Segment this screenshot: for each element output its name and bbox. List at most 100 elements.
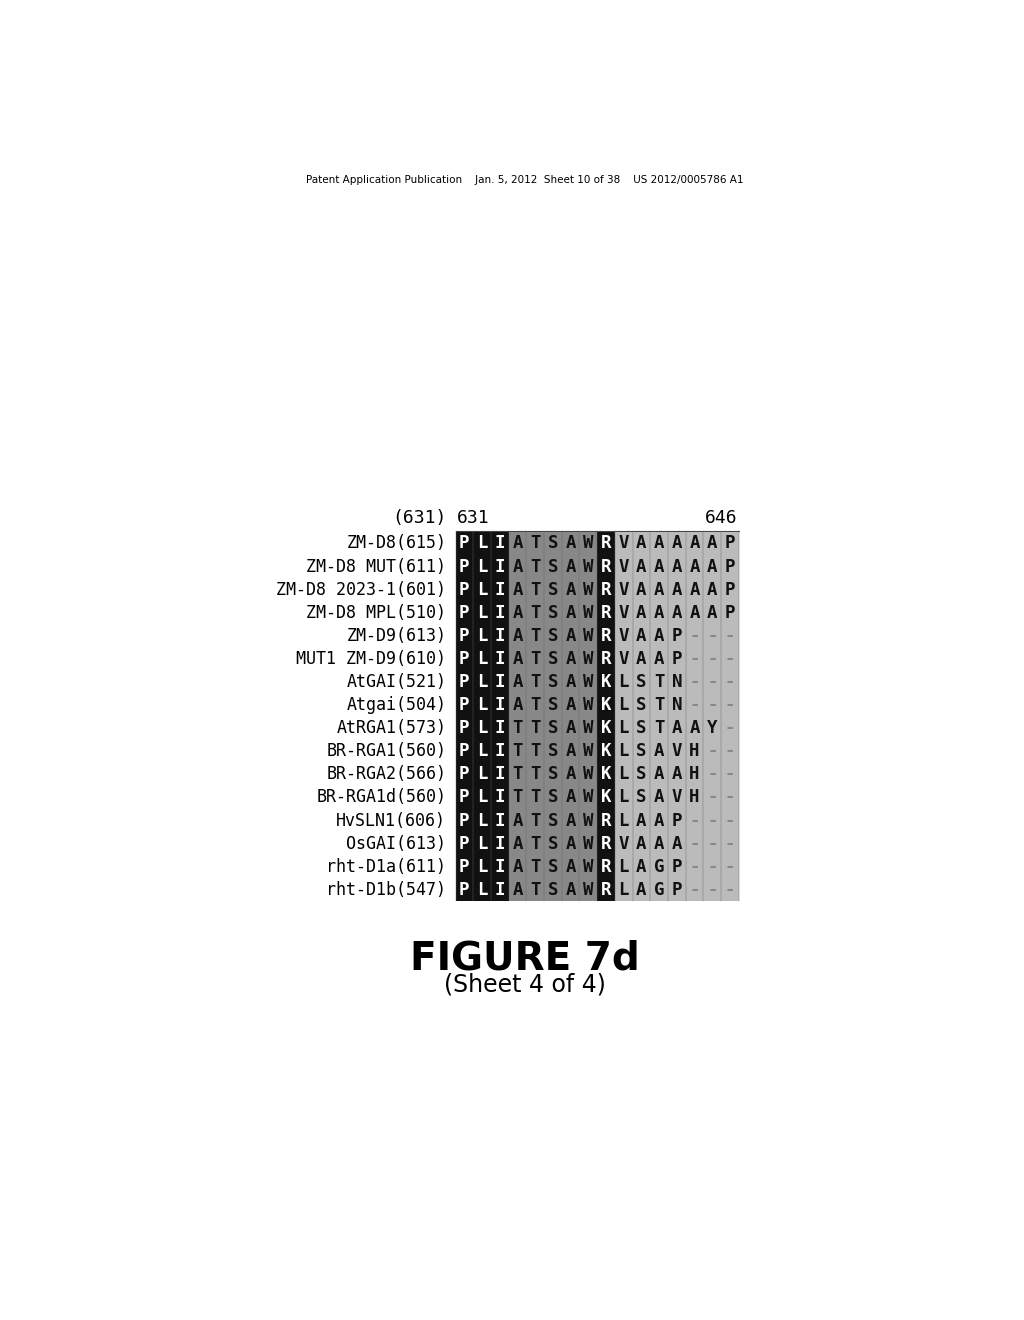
Bar [633, 578, 650, 601]
Bar [456, 554, 473, 578]
Text: A: A [512, 858, 522, 875]
Text: A: A [707, 557, 718, 576]
Bar [580, 554, 597, 578]
Text: L: L [618, 788, 629, 807]
Bar [668, 671, 686, 693]
Text: -: - [707, 858, 718, 875]
Text: A: A [672, 581, 682, 598]
Text: MUT1 ZM-D9(610): MUT1 ZM-D9(610) [296, 649, 446, 668]
Bar [721, 671, 739, 693]
Text: S: S [548, 834, 558, 853]
Text: A: A [565, 766, 575, 783]
Bar [650, 601, 668, 624]
Text: L: L [477, 834, 487, 853]
Text: G: G [654, 858, 665, 875]
Text: Y: Y [707, 719, 718, 737]
Text: P: P [672, 627, 682, 644]
Bar [668, 785, 686, 809]
Text: A: A [654, 742, 665, 760]
Bar [544, 671, 562, 693]
Text: W: W [583, 834, 594, 853]
Bar [544, 832, 562, 855]
Text: P: P [459, 649, 470, 668]
Text: P: P [459, 581, 470, 598]
Bar [562, 578, 580, 601]
Text: S: S [548, 649, 558, 668]
Text: A: A [689, 535, 699, 552]
Text: P: P [459, 880, 470, 899]
Text: A: A [565, 535, 575, 552]
Text: S: S [548, 673, 558, 690]
Bar [703, 878, 721, 902]
Text: T: T [512, 766, 522, 783]
Bar [456, 624, 473, 647]
Text: I: I [495, 649, 505, 668]
Bar [721, 739, 739, 763]
Bar [703, 554, 721, 578]
Text: BR-RGA1d(560): BR-RGA1d(560) [316, 788, 446, 807]
Bar [650, 671, 668, 693]
Bar [721, 717, 739, 739]
Text: -: - [689, 858, 699, 875]
Bar [614, 532, 633, 554]
Bar [721, 554, 739, 578]
Bar [509, 578, 526, 601]
Bar [686, 832, 703, 855]
Text: 631: 631 [457, 510, 489, 527]
Bar [562, 832, 580, 855]
Text: A: A [636, 834, 647, 853]
Bar [614, 763, 633, 785]
Bar [580, 578, 597, 601]
Text: L: L [477, 673, 487, 690]
Text: A: A [565, 557, 575, 576]
Bar [703, 693, 721, 717]
Bar [473, 671, 490, 693]
Text: W: W [583, 788, 594, 807]
Bar [721, 601, 739, 624]
Text: L: L [618, 696, 629, 714]
Bar [580, 832, 597, 855]
Text: T: T [530, 673, 541, 690]
Bar [473, 832, 490, 855]
Text: P: P [459, 766, 470, 783]
Bar [703, 809, 721, 832]
Bar [633, 832, 650, 855]
Bar [544, 763, 562, 785]
Text: T: T [530, 535, 541, 552]
Bar [473, 647, 490, 671]
Text: W: W [583, 812, 594, 829]
Text: V: V [618, 649, 629, 668]
Bar [633, 878, 650, 902]
Bar [562, 878, 580, 902]
Bar [473, 855, 490, 878]
Bar [562, 693, 580, 717]
Bar [614, 878, 633, 902]
Bar [473, 878, 490, 902]
Bar [686, 693, 703, 717]
Bar [597, 578, 614, 601]
Bar [544, 578, 562, 601]
Text: A: A [565, 696, 575, 714]
Text: P: P [459, 535, 470, 552]
Bar [668, 693, 686, 717]
Bar [544, 855, 562, 878]
Text: P: P [459, 858, 470, 875]
Bar [456, 832, 473, 855]
Text: A: A [565, 880, 575, 899]
Text: 646: 646 [705, 510, 737, 527]
Bar [668, 878, 686, 902]
Text: A: A [636, 649, 647, 668]
Text: R: R [601, 581, 611, 598]
Bar [686, 554, 703, 578]
Bar [580, 532, 597, 554]
Bar [509, 717, 526, 739]
Bar [526, 578, 544, 601]
Bar [490, 832, 509, 855]
Bar [526, 693, 544, 717]
Text: A: A [654, 627, 665, 644]
Bar [562, 717, 580, 739]
Bar [614, 785, 633, 809]
Text: A: A [565, 858, 575, 875]
Text: L: L [477, 535, 487, 552]
Text: A: A [654, 766, 665, 783]
